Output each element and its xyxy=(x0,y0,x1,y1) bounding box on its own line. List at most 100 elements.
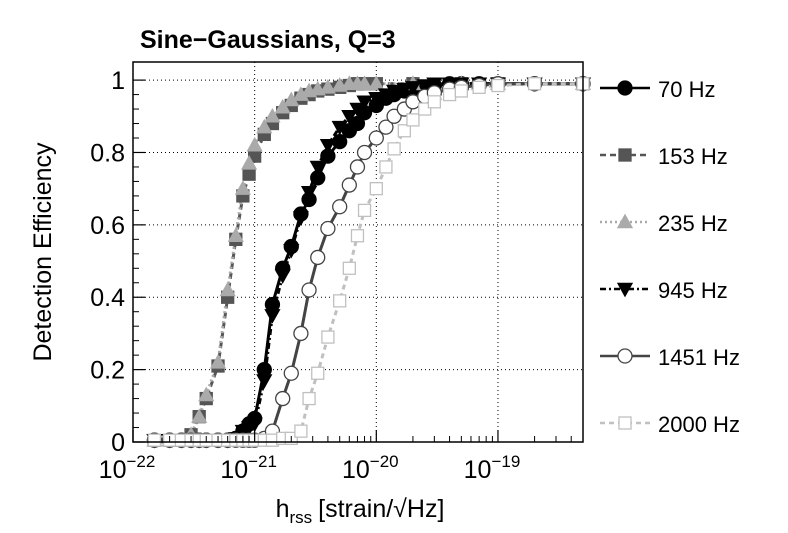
series-line-70-hz xyxy=(154,82,583,442)
data-point xyxy=(368,91,385,107)
legend-label: 70 Hz xyxy=(658,77,715,102)
legend-marker xyxy=(617,348,633,364)
legend-label: 1451 Hz xyxy=(658,345,740,370)
data-point xyxy=(209,354,227,369)
data-point xyxy=(264,309,281,324)
y-tick-label: 0 xyxy=(111,429,125,457)
data-point xyxy=(333,294,347,308)
x-tick-base: 10 xyxy=(464,456,492,484)
data-point xyxy=(198,386,215,402)
plot-frame xyxy=(132,61,584,443)
axis-ticks xyxy=(132,79,572,443)
data-point xyxy=(379,160,393,174)
x-axis-label: hrss [strain/√Hz] xyxy=(276,495,445,527)
x-axis-label-main: h xyxy=(276,495,290,523)
data-point xyxy=(332,199,348,215)
x-tick-exponent: −19 xyxy=(491,452,520,471)
data-point xyxy=(191,408,208,423)
y-tick-label: 0.8 xyxy=(90,139,125,167)
data-point xyxy=(256,118,273,134)
data-point xyxy=(234,180,251,195)
legend-label: 153 Hz xyxy=(658,144,728,169)
data-point xyxy=(309,160,326,176)
y-tick-labels: 0 0.2 0.4 0.6 0.8 1 xyxy=(90,67,125,457)
x-tick-exponent: −20 xyxy=(370,452,399,471)
series-line-1451-hz xyxy=(154,82,583,442)
data-point xyxy=(319,138,337,154)
x-tick-label: 10−21 xyxy=(220,452,277,484)
data-point xyxy=(368,75,385,90)
x-tick-exponent: −22 xyxy=(126,452,155,471)
data-point xyxy=(331,120,348,136)
data-point xyxy=(256,374,273,389)
data-point xyxy=(293,325,309,342)
data-point xyxy=(342,261,356,275)
y-tick-label: 0.2 xyxy=(90,357,125,385)
data-point xyxy=(246,417,263,433)
x-tick-labels: 10−22 10−21 10−20 10−19 xyxy=(99,452,521,484)
x-axis-label-sub: rss xyxy=(289,508,312,527)
legend-marker xyxy=(616,282,634,298)
data-point xyxy=(396,82,413,98)
data-point xyxy=(300,186,318,201)
x-tick-label: 10−22 xyxy=(99,452,156,484)
data-point xyxy=(341,177,357,193)
data-point xyxy=(350,229,365,243)
data-point xyxy=(356,75,373,90)
y-tick-label: 0.6 xyxy=(90,212,125,240)
data-point xyxy=(310,249,326,266)
data-point xyxy=(356,144,373,161)
y-tick-label: 0.4 xyxy=(90,284,125,312)
legend-label: 235 Hz xyxy=(658,211,728,236)
data-point xyxy=(320,220,336,237)
y-tick-label: 1 xyxy=(111,67,125,95)
data-point xyxy=(427,95,442,109)
x-tick-label: 10−20 xyxy=(342,452,399,484)
data-point xyxy=(283,243,300,259)
data-point xyxy=(341,110,358,125)
data-point xyxy=(283,365,299,381)
legend: 70 Hz 153 Hz 235 Hz 945 Hz 1451 Hz 2000 Hz xyxy=(600,77,740,437)
data-point xyxy=(219,281,236,297)
data-point xyxy=(442,87,457,102)
data-point xyxy=(246,136,263,152)
legend-marker xyxy=(618,416,632,430)
plot-markers xyxy=(146,75,592,449)
data-point xyxy=(357,203,372,218)
data-point xyxy=(349,159,366,175)
data-point xyxy=(242,167,256,181)
legend-marker xyxy=(617,80,633,96)
chart-title: Sine−Gaussians, Q=3 xyxy=(140,26,396,54)
legend-label: 945 Hz xyxy=(658,278,728,303)
data-point xyxy=(386,108,402,124)
series-line-2000-hz xyxy=(154,82,583,442)
data-point xyxy=(240,154,258,170)
x-tick-label: 10−19 xyxy=(464,452,521,484)
data-point xyxy=(378,119,394,135)
series-line-945-hz xyxy=(154,82,583,442)
data-point xyxy=(454,84,468,98)
data-point xyxy=(527,77,542,91)
data-point xyxy=(397,124,411,138)
data-point xyxy=(301,282,317,298)
data-point xyxy=(416,79,433,94)
data-point xyxy=(368,130,384,146)
data-point xyxy=(426,77,443,93)
data-point xyxy=(302,391,316,406)
data-point xyxy=(147,433,162,447)
data-point xyxy=(377,88,395,103)
data-point xyxy=(387,142,401,156)
data-point xyxy=(472,80,486,94)
plot-curves xyxy=(154,82,583,442)
data-point xyxy=(491,78,505,93)
x-axis-label-unit: [strain/√Hz] xyxy=(318,495,444,523)
data-point xyxy=(264,107,281,123)
series-line-235-hz xyxy=(154,82,583,442)
y-axis-label: Detection Efficiency xyxy=(29,142,57,362)
x-tick-exponent: −21 xyxy=(248,452,277,471)
data-point xyxy=(385,84,403,100)
data-point xyxy=(274,98,291,114)
x-tick-base: 10 xyxy=(220,456,248,484)
data-point xyxy=(404,81,422,96)
